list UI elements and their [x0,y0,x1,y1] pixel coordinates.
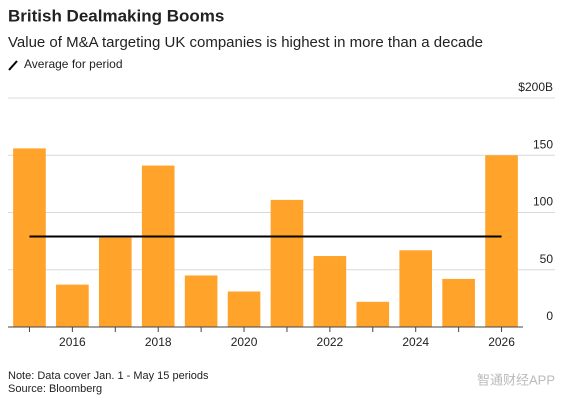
x-tick-label: 2020 [231,335,258,349]
chart-subtitle: Value of M&A targeting UK companies is h… [8,34,483,51]
bar [399,250,433,327]
bar [227,291,261,327]
bar [270,199,304,327]
bar [141,165,175,327]
y-tick-label: 100 [533,195,553,209]
bar [485,155,518,327]
bar [313,256,347,327]
y-tick-label: $200B [518,80,553,94]
legend-label: Average for period [24,57,123,71]
bar [442,278,475,327]
watermark: 智通财经APP [477,372,555,387]
legend-icon [8,60,18,71]
y-tick-label: 0 [546,309,553,323]
x-tick-label: 2022 [317,335,344,349]
bar [56,284,89,327]
note: Note: Data cover Jan. 1 - May 15 periods [8,370,209,382]
x-tick-label: 2024 [402,335,429,349]
source: Source: Bloomberg [8,383,102,395]
x-tick-label: 2018 [145,335,172,349]
bar [356,301,390,327]
bar [13,148,46,327]
bar [98,237,132,327]
x-tick-label: 2026 [488,335,515,349]
x-tick-label: 2016 [59,335,86,349]
chart-title: British Dealmaking Booms [8,6,224,25]
y-tick-label: 50 [540,252,554,266]
y-tick-label: 150 [533,137,553,151]
bar [184,275,218,327]
